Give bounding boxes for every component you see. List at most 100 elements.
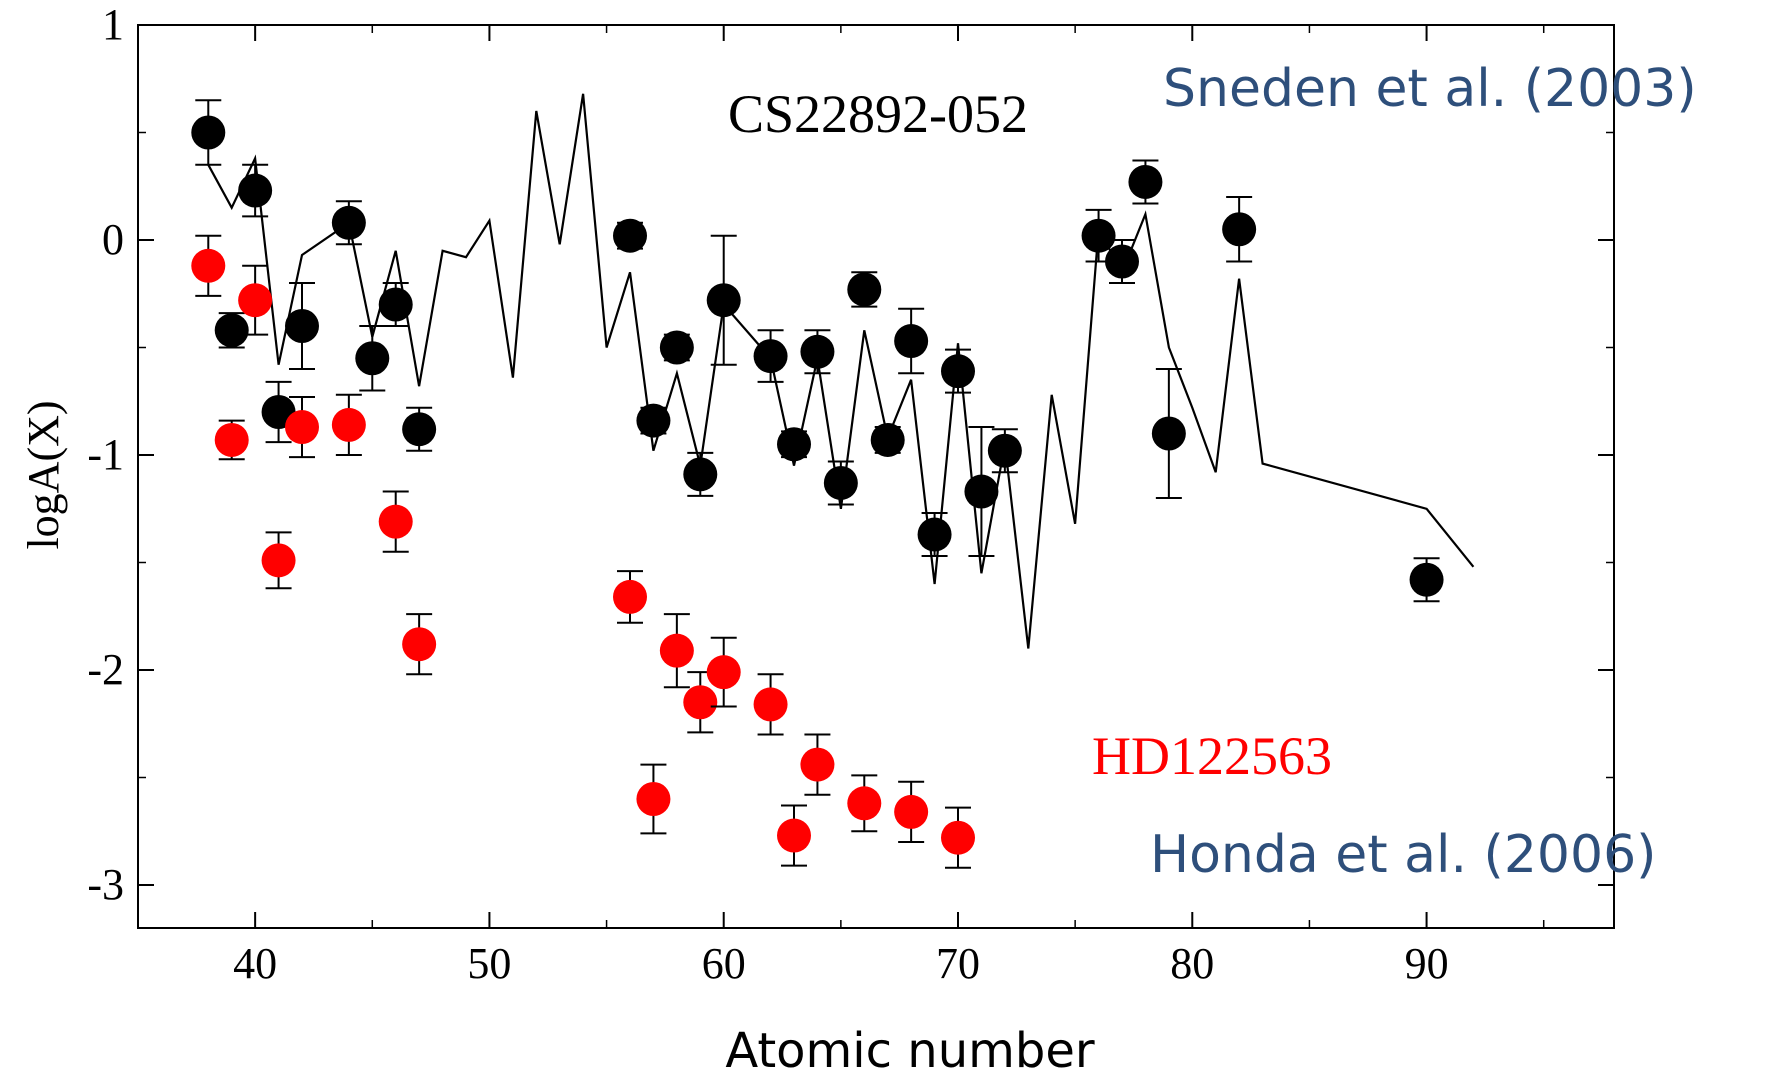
red-point-marker	[941, 820, 975, 855]
data-point	[214, 419, 249, 461]
black-point-marker	[941, 354, 975, 389]
data-point	[753, 673, 788, 736]
data-point	[894, 780, 929, 843]
x-tick-label: 50	[467, 939, 511, 988]
reference-honda: Honda et al. (2006)	[1150, 825, 1656, 885]
black-point-marker	[683, 457, 718, 492]
star-label-cs22892: CS22892-052	[728, 84, 1028, 144]
black-point-marker	[285, 309, 319, 343]
data-point	[1409, 557, 1444, 603]
red-point-marker	[683, 685, 718, 720]
black-point-marker	[1409, 562, 1444, 597]
data-point	[847, 774, 882, 833]
black-point-marker	[1081, 218, 1116, 253]
black-point-marker	[917, 517, 952, 552]
black-point-marker	[777, 427, 811, 462]
red-point-marker	[214, 422, 249, 457]
black-point-marker	[659, 330, 694, 365]
black-point-marker	[402, 412, 437, 447]
x-tick-label: 90	[1405, 939, 1449, 988]
black-point-marker	[706, 283, 741, 318]
black-point-marker	[847, 272, 882, 307]
red-point-marker	[800, 747, 835, 782]
red-point-marker	[191, 248, 226, 283]
data-point	[613, 570, 647, 624]
data-point	[894, 307, 929, 375]
data-point	[1222, 196, 1257, 263]
data-points	[191, 99, 1444, 869]
red-point-marker	[331, 407, 366, 442]
data-point	[331, 200, 366, 246]
data-point	[941, 806, 975, 869]
data-point	[238, 163, 273, 218]
red-point-marker	[402, 627, 437, 662]
red-point-marker	[285, 410, 319, 445]
data-point	[1151, 368, 1186, 499]
data-point	[191, 99, 226, 166]
data-point	[777, 427, 811, 462]
y-tick-label: -1	[87, 430, 124, 479]
red-point-marker	[378, 504, 413, 539]
data-point	[238, 264, 273, 336]
data-point	[823, 460, 858, 506]
data-point	[847, 271, 882, 308]
x-tick-label: 70	[936, 939, 980, 988]
reference-sneden: Sneden et al. (2003)	[1163, 59, 1697, 119]
black-point-marker	[331, 205, 366, 240]
black-point-marker	[964, 474, 999, 509]
black-point-marker	[1222, 212, 1257, 247]
data-point	[402, 613, 437, 676]
black-point-marker	[613, 218, 647, 253]
black-point-marker	[214, 313, 249, 348]
red-point-marker	[847, 786, 882, 821]
y-tick-label: -2	[87, 645, 124, 694]
y-tick-label: -3	[87, 860, 124, 909]
data-point	[402, 406, 437, 452]
data-point	[636, 403, 671, 438]
black-point-marker	[1128, 164, 1163, 199]
axis-ticks: 40 50 60 70 80 90 1 0 -1 -2 -3	[87, 0, 1614, 988]
data-point	[683, 451, 718, 497]
series-line	[207, 93, 1475, 649]
data-point	[191, 234, 226, 297]
data-point	[659, 330, 694, 365]
red-point-marker	[894, 794, 929, 829]
red-point-marker	[753, 687, 788, 722]
data-point	[964, 426, 999, 558]
x-tick-label: 80	[1170, 939, 1214, 988]
data-point	[706, 636, 741, 708]
red-point-marker	[238, 283, 273, 318]
black-point-marker	[1105, 244, 1139, 279]
y-tick-label: 0	[102, 215, 124, 264]
y-axis-label: logA(X)	[19, 400, 68, 549]
black-point-marker	[753, 339, 788, 374]
data-point	[636, 763, 671, 835]
data-point	[1105, 239, 1139, 284]
black-point-marker	[238, 173, 273, 208]
data-point	[261, 531, 296, 590]
black-point-marker	[894, 324, 929, 359]
data-point	[331, 393, 366, 456]
data-point	[706, 234, 741, 366]
black-point-marker	[191, 115, 226, 150]
data-point	[753, 329, 788, 383]
black-point-marker	[823, 465, 858, 500]
star-label-hd122563: HD122563	[1092, 726, 1332, 786]
data-point	[777, 804, 811, 867]
black-point-marker	[355, 341, 390, 376]
x-tick-label: 60	[702, 939, 746, 988]
data-point	[800, 733, 835, 796]
red-point-marker	[706, 655, 741, 690]
red-point-marker	[777, 818, 811, 853]
black-point-marker	[870, 422, 905, 457]
x-axis-label: Atomic number	[725, 1023, 1095, 1075]
data-point	[987, 428, 1022, 474]
x-tick-label: 40	[233, 939, 277, 988]
data-point	[659, 613, 694, 689]
data-point	[214, 312, 249, 349]
black-point-marker	[987, 433, 1022, 468]
model-line	[207, 93, 1475, 649]
red-point-marker	[636, 782, 671, 816]
red-point-marker	[613, 579, 647, 614]
